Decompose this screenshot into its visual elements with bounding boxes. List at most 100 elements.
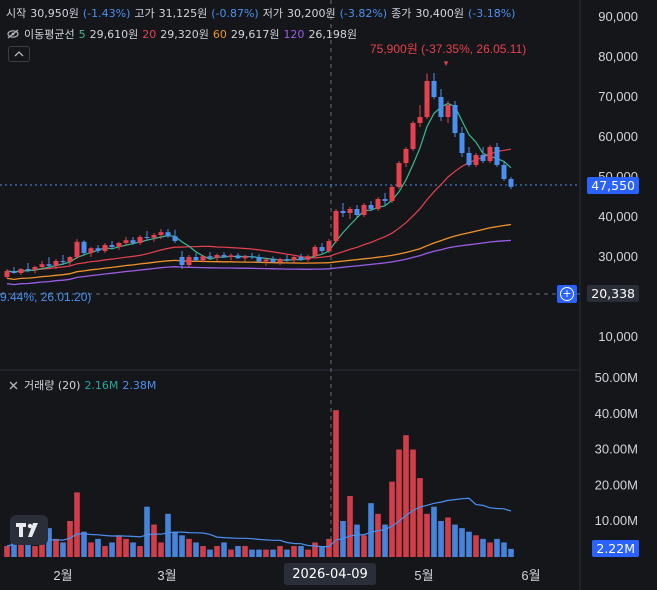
candle-body [88,248,94,253]
close-pct: (-3.18%) [467,6,516,20]
candle-body [340,211,346,213]
volume-bar [95,538,101,557]
ma-120-line [6,239,512,286]
candle-body [277,259,283,263]
candle-body [438,97,444,117]
close-icon[interactable] [6,378,20,392]
candle-body [305,256,311,260]
high-value: 31,125원 [158,7,208,20]
candle-body [466,153,472,165]
volume-bar [417,478,423,557]
volume-bar [459,528,465,557]
candle-body [116,243,122,247]
volume-bar [179,535,185,557]
volume-bar [249,549,255,557]
close-label: 종가 [391,7,412,20]
volume-bar [151,524,157,557]
candle-body [473,155,479,165]
candle-body [382,199,388,201]
volume-bar [32,546,38,557]
crosshair-date-tag: 2026-04-09 [284,563,376,585]
last-volume-tag: 2.22M [592,540,639,557]
candle-body [74,241,80,257]
collapse-chevron-icon[interactable] [8,46,30,62]
ma-period-20: 20 [142,27,157,41]
candle-body [326,241,332,251]
candle-body [312,247,318,257]
candle-body [60,261,66,262]
volume-bar [508,548,514,557]
eye-off-icon[interactable] [6,27,20,41]
volume-bar [53,538,59,557]
volume-bar [39,535,45,557]
high-marker-arrow: ▾ [444,59,449,69]
volume-bar [480,538,486,557]
volume-bar [158,542,164,557]
open-pct: (-1.43%) [82,6,131,20]
candle-body [109,245,115,247]
candle-body [319,247,325,251]
volume-bar [382,524,388,557]
candle-body [81,241,87,253]
volume-bar [130,542,136,557]
volume-bar [102,546,108,557]
tradingview-logo-icon[interactable] [10,515,48,545]
volume-bar [445,517,451,557]
volume-bar [410,449,416,557]
candle-body [102,245,108,251]
candle-body [459,133,465,153]
volume-bar [487,542,493,557]
volume-bar [284,549,290,557]
volume-bar [116,535,122,557]
candle-body [417,117,423,123]
ma-period-120: 120 [283,27,305,41]
candle-body [347,209,353,213]
volume-bar [494,538,500,557]
low-label: 저가 [262,7,283,20]
candle-body [354,209,360,215]
candle-body [39,264,45,267]
candle-body [158,232,164,235]
volume-bar [396,449,402,557]
volume-bar [144,506,150,557]
volume-tick-label: 20.00M [595,477,638,492]
volume-tick-label: 10.00M [595,513,638,528]
candle-body [235,255,241,259]
volume-bar [473,535,479,557]
price-tick-label: 60,000 [598,129,638,144]
candle-body [25,269,31,270]
ma-period-60: 60 [212,27,227,41]
volume-bar [18,538,24,557]
price-tick-label: 10,000 [598,329,638,344]
plus-circle-icon[interactable]: + [557,285,577,303]
candle-body [4,271,10,277]
volume-bar [277,546,283,557]
candle-body [186,257,192,265]
candle-body [53,261,59,266]
volume-bar [88,542,94,557]
crosshair-price-tag: 20,338 [587,285,639,302]
volume-bar [25,542,31,557]
ma-value-120: 26,198원 [308,28,358,41]
volume-bar [319,546,325,557]
volume-bar [123,538,129,557]
candle-body [242,256,248,259]
volume-bar [11,542,17,557]
volume-bar [46,528,52,557]
volume-tick-label: 30.00M [595,442,638,457]
volume-bar [214,546,220,557]
close-value: 30,400원 [415,7,464,20]
price-tick-label: 90,000 [598,9,638,24]
volume-bar [263,549,269,557]
volume-bar [228,549,234,557]
candle-body [508,179,514,187]
candle-body [151,235,157,238]
candle-body [67,257,73,262]
volume-bar [361,535,367,557]
ma-title: 이동평균선 [24,28,75,41]
ma-legend: 이동평균선 5 29,610원 20 29,320원 60 29,617원 12… [6,26,357,42]
candle-body [207,256,213,258]
price-tick-label: 70,000 [598,89,638,104]
volume-bar [298,546,304,557]
